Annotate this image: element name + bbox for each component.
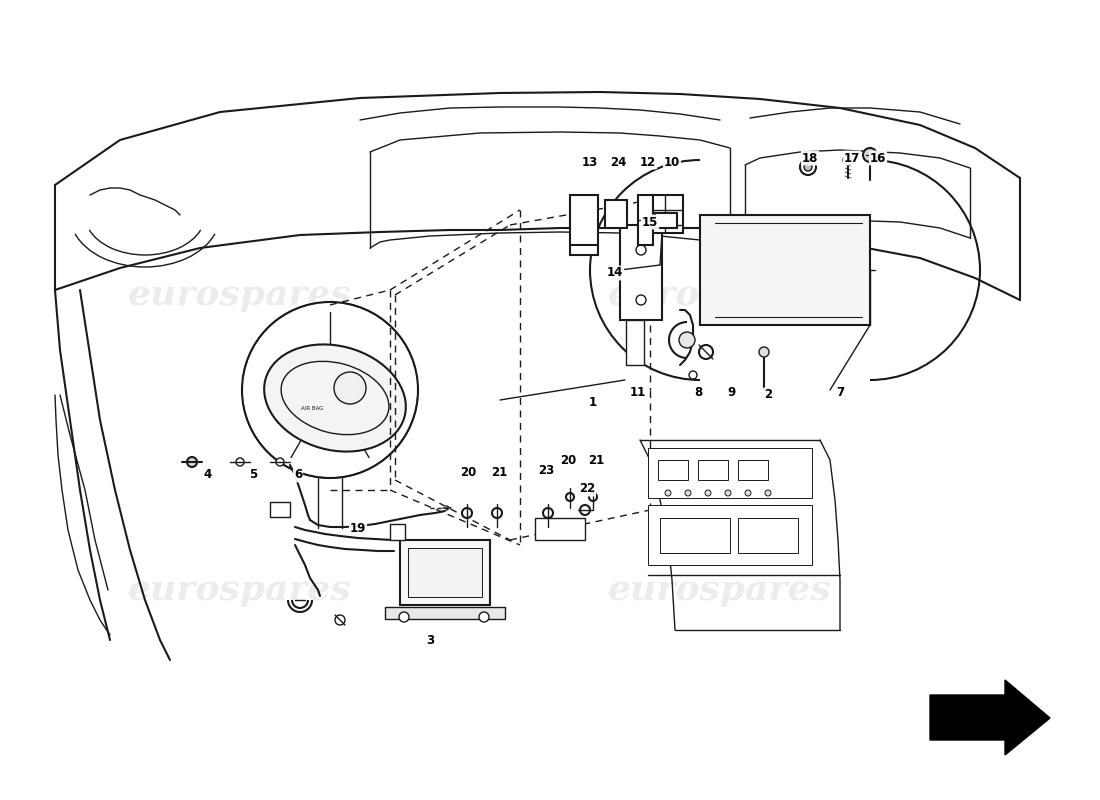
- Bar: [653, 195, 683, 233]
- Circle shape: [745, 490, 751, 496]
- Circle shape: [666, 490, 671, 496]
- Text: 13: 13: [582, 155, 598, 169]
- Bar: [658, 460, 688, 480]
- Bar: [620, 225, 662, 320]
- Circle shape: [588, 493, 597, 501]
- Bar: [570, 195, 598, 255]
- Text: 8: 8: [694, 386, 702, 399]
- Bar: [654, 213, 676, 228]
- Text: 20: 20: [460, 466, 476, 479]
- Text: 23: 23: [538, 465, 554, 478]
- Text: eurospares: eurospares: [608, 573, 832, 607]
- Circle shape: [242, 302, 418, 478]
- Circle shape: [478, 612, 490, 622]
- Circle shape: [764, 490, 771, 496]
- Circle shape: [302, 362, 358, 418]
- Circle shape: [705, 490, 711, 496]
- Text: 21: 21: [491, 466, 507, 479]
- Bar: [408, 548, 482, 597]
- Text: 1: 1: [588, 397, 597, 410]
- Circle shape: [543, 508, 553, 518]
- Text: 11: 11: [630, 386, 646, 399]
- Polygon shape: [930, 680, 1050, 755]
- Bar: [385, 607, 505, 619]
- Bar: [648, 505, 812, 565]
- Circle shape: [698, 345, 713, 359]
- Circle shape: [462, 508, 472, 518]
- Text: AIR BAG: AIR BAG: [300, 406, 323, 410]
- Bar: [700, 215, 870, 325]
- Circle shape: [236, 458, 244, 466]
- Bar: [738, 460, 768, 480]
- Circle shape: [679, 332, 695, 348]
- Text: 5: 5: [249, 469, 257, 482]
- Bar: [638, 195, 653, 245]
- Bar: [660, 518, 730, 553]
- Text: 22: 22: [579, 482, 595, 495]
- Bar: [626, 320, 644, 365]
- Text: eurospares: eurospares: [128, 573, 352, 607]
- Bar: [390, 524, 405, 540]
- Ellipse shape: [282, 362, 389, 434]
- Circle shape: [725, 490, 732, 496]
- Circle shape: [800, 159, 816, 175]
- Bar: [738, 518, 798, 553]
- Circle shape: [580, 505, 590, 515]
- Text: 18: 18: [802, 151, 818, 165]
- Text: eurospares: eurospares: [128, 278, 352, 312]
- Text: 4: 4: [204, 469, 212, 482]
- Bar: [698, 460, 728, 480]
- Circle shape: [187, 457, 197, 467]
- Circle shape: [804, 163, 812, 171]
- Text: 17: 17: [844, 151, 860, 165]
- Bar: [270, 502, 290, 517]
- Circle shape: [399, 612, 409, 622]
- Circle shape: [636, 245, 646, 255]
- Text: 2: 2: [763, 389, 772, 402]
- Circle shape: [689, 371, 697, 379]
- Text: 3: 3: [426, 634, 434, 646]
- Text: eurospares: eurospares: [608, 278, 832, 312]
- Circle shape: [334, 372, 366, 404]
- Bar: [535, 518, 585, 540]
- Text: 19: 19: [350, 522, 366, 534]
- Text: 14: 14: [607, 266, 624, 279]
- Text: 9: 9: [728, 386, 736, 399]
- Text: 21: 21: [587, 454, 604, 467]
- Text: 6: 6: [294, 469, 302, 482]
- Text: 7: 7: [836, 386, 844, 399]
- Bar: [400, 540, 490, 605]
- Circle shape: [843, 155, 852, 165]
- Text: 12: 12: [640, 155, 656, 169]
- Circle shape: [276, 458, 284, 466]
- Circle shape: [864, 148, 877, 162]
- Circle shape: [336, 615, 345, 625]
- Text: 15: 15: [641, 215, 658, 229]
- Ellipse shape: [264, 345, 406, 451]
- Text: 20: 20: [560, 454, 576, 467]
- Circle shape: [492, 508, 502, 518]
- Bar: [605, 200, 627, 228]
- Circle shape: [685, 490, 691, 496]
- Text: 16: 16: [870, 151, 887, 165]
- Text: 10: 10: [664, 155, 680, 169]
- Bar: [648, 448, 812, 498]
- Circle shape: [636, 295, 646, 305]
- Text: 24: 24: [609, 155, 626, 169]
- Circle shape: [566, 493, 574, 501]
- Circle shape: [759, 347, 769, 357]
